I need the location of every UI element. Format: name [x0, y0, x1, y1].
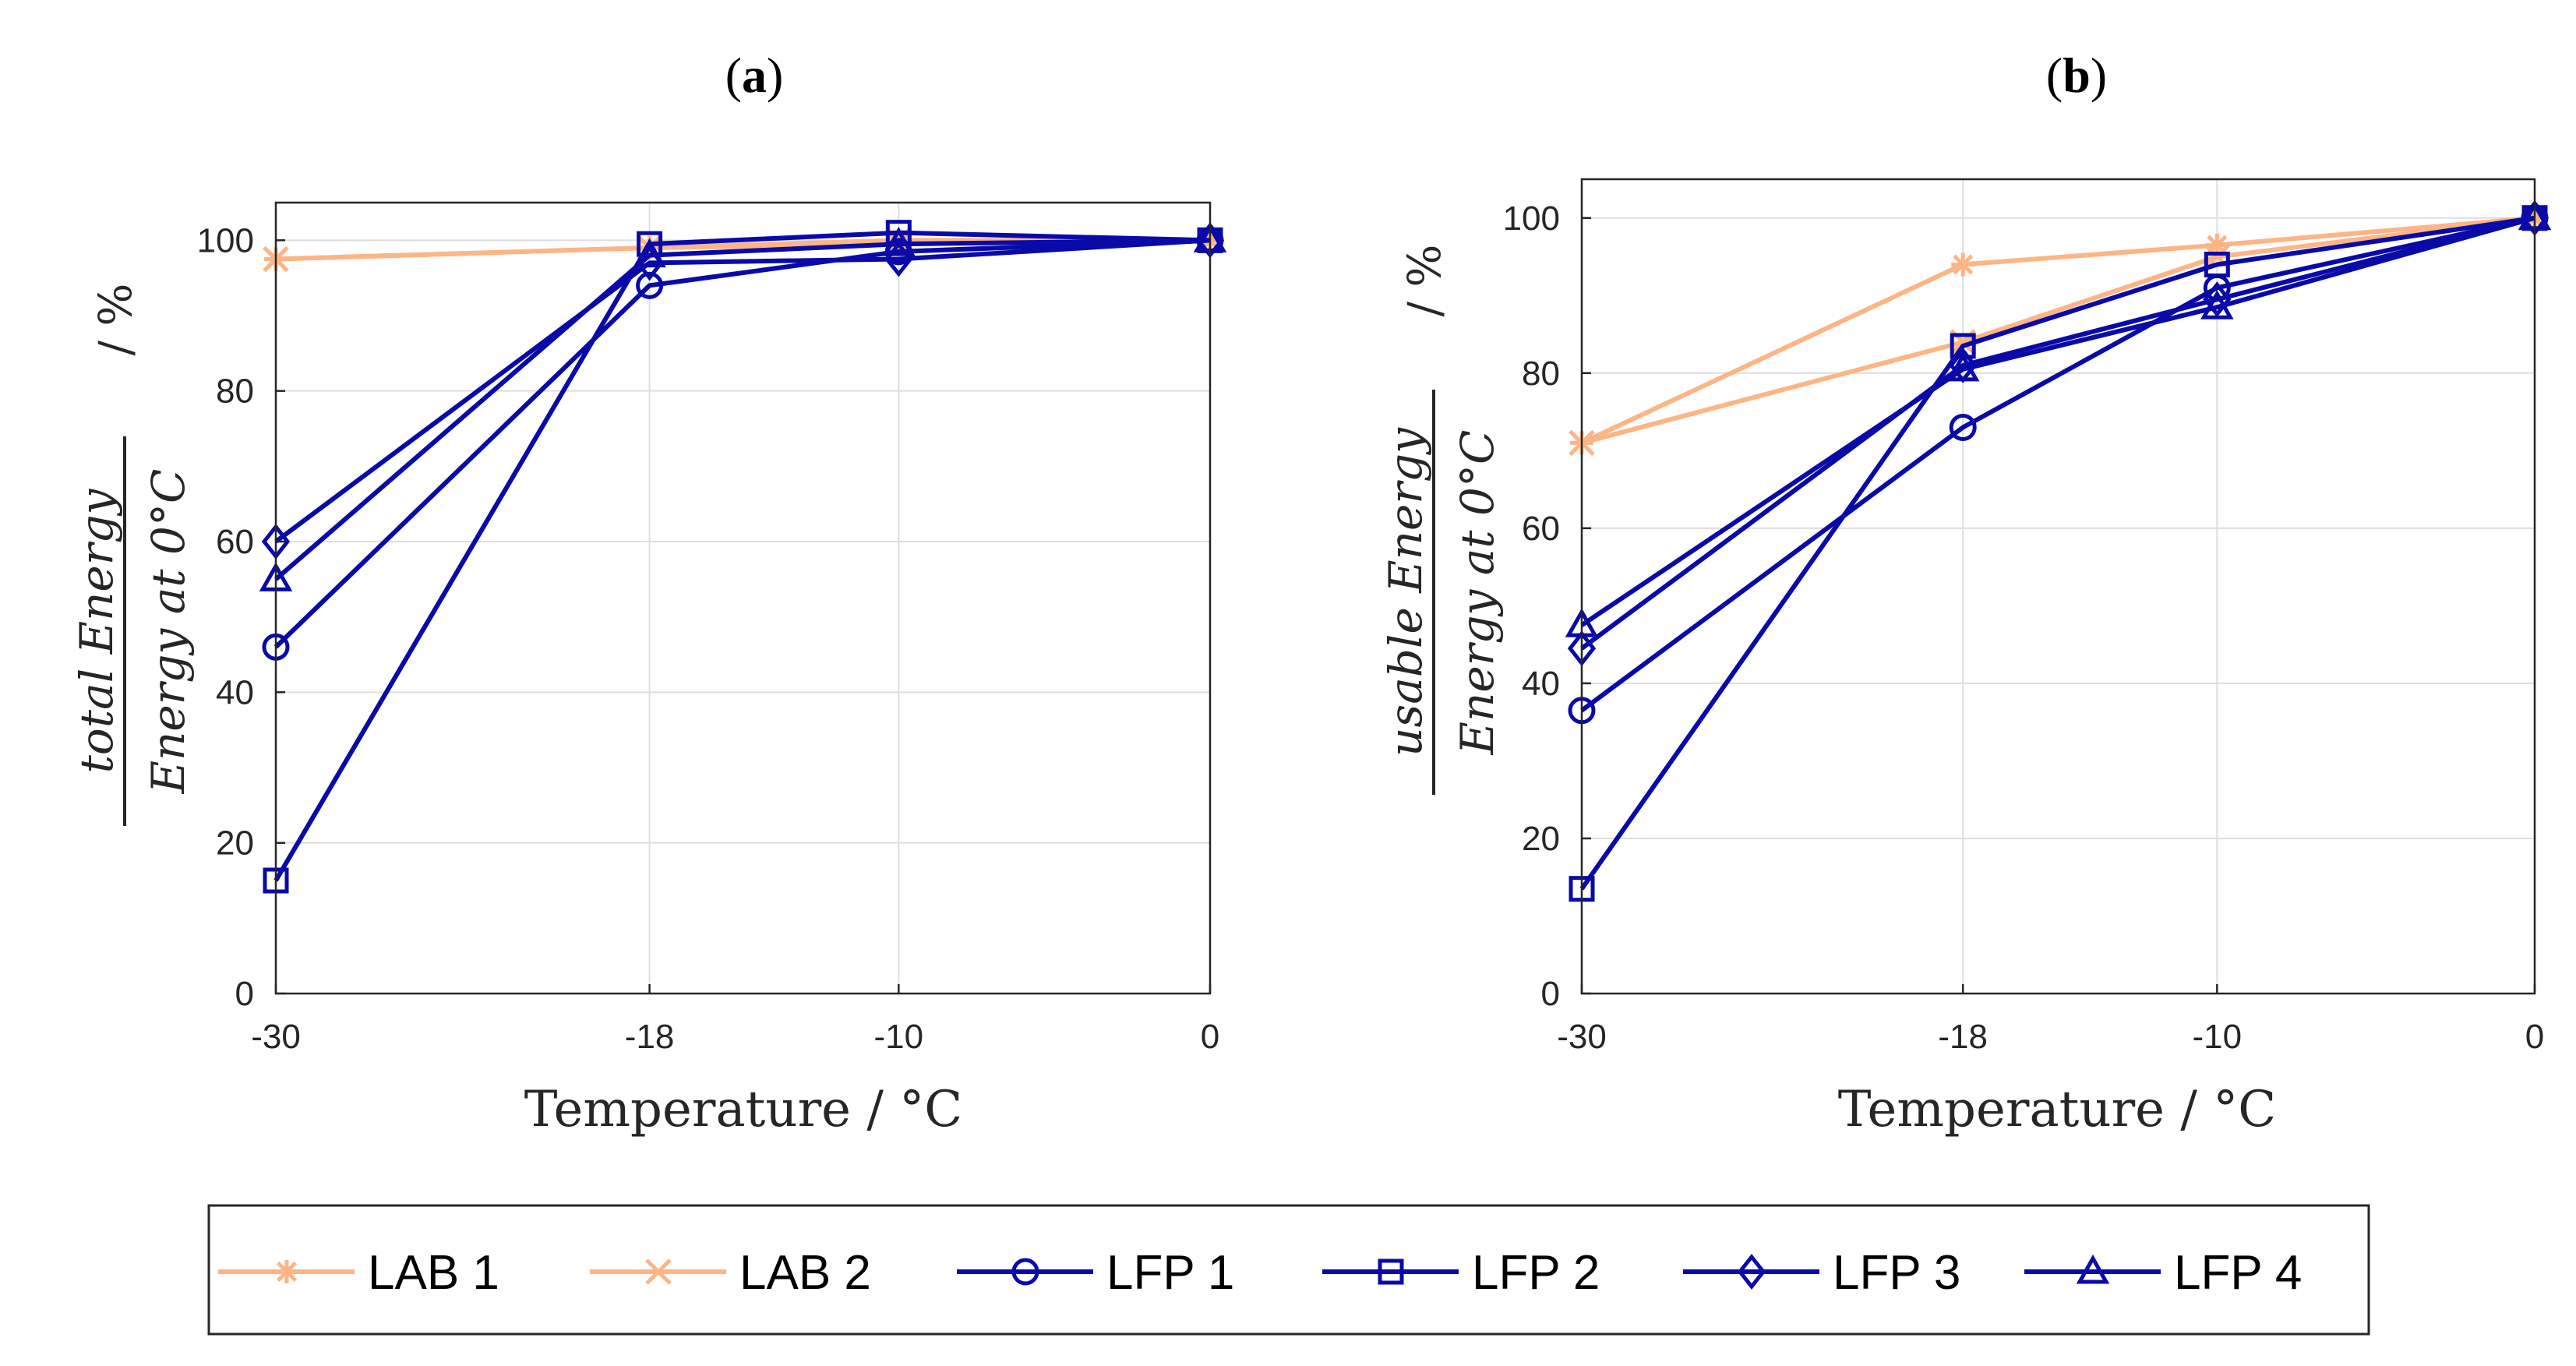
b-line-lab-2	[1581, 215, 2535, 446]
b-line-lab-1	[1580, 215, 2535, 446]
a-y-tick-label: 20	[216, 824, 254, 863]
panel-b-y-label-denominator: Energy at 0°C	[1451, 430, 1504, 756]
b-x-tick-label: -18	[1938, 1018, 1988, 1056]
b-y-tick-label: 20	[1522, 820, 1560, 858]
b-series-lfp-1	[1568, 204, 2549, 725]
b-point-lab-1	[1951, 252, 1975, 277]
panel-a-x-axis-label: Temperature / °C	[524, 1081, 963, 1138]
b-series-lfp-3	[1567, 199, 2550, 667]
a-y-tick-label: 80	[216, 372, 254, 411]
b-y-tick-label: 0	[1541, 975, 1560, 1013]
b-line-lfp-3	[1580, 215, 2535, 651]
panel-b-chart: (b) -30 -18 -10 0 0 20 40 60 80 100 Temperature /…	[1379, 48, 2552, 1138]
legend-item-lfp-4: LFP 4	[2024, 1246, 2302, 1300]
panel-a-plot-area	[274, 201, 1212, 995]
legend-box	[207, 1204, 2370, 1336]
a-line-lfp-3	[274, 238, 1211, 544]
a-series-lfp-2	[263, 220, 1223, 894]
a-point-lfp-1	[636, 271, 664, 299]
a-line-lfp-1	[273, 238, 1211, 649]
legend-label-lab-2: LAB 2	[739, 1246, 871, 1300]
b-series-lfp-4	[1565, 200, 2552, 637]
a-y-tick-label: 100	[197, 221, 254, 259]
b-point-lfp-2	[2204, 251, 2230, 277]
b-point-lfp-4	[1946, 351, 1980, 382]
panel-b-label: (b)	[2046, 48, 2107, 103]
a-line-lfp-2	[273, 230, 1211, 882]
b-y-tick-label: 100	[1503, 199, 1560, 238]
legend-label-lfp-1: LFP 1	[1106, 1246, 1234, 1300]
legend-marker-lab-1	[275, 1260, 298, 1283]
b-line-lfp-2	[1579, 215, 2535, 891]
legend: LAB 1 LAB 2 LFP 1 LFP 2 LFP 3 LFP 4	[207, 1204, 2370, 1336]
panel-a-y-label-unit: / %	[89, 283, 142, 355]
legend-marker-lfp-3	[1737, 1253, 1766, 1290]
b-point-lfp-4	[2200, 290, 2234, 319]
legend-marker-lab-2	[645, 1258, 672, 1285]
panel-b-y-label-unit: / %	[1398, 244, 1451, 316]
legend-label-lfp-3: LFP 3	[1833, 1246, 1960, 1300]
a-series-lfp-4	[259, 223, 1227, 591]
b-x-tick-label: -10	[2193, 1018, 2243, 1056]
b-point-lfp-1	[1949, 413, 1977, 441]
b-series-lab-1	[1570, 206, 2546, 455]
a-x-tick-label: 0	[1201, 1018, 1219, 1056]
legend-marker-lfp-4	[2076, 1254, 2110, 1284]
b-series-lab-2	[1569, 204, 2548, 457]
legend-item-lab-1: LAB 1	[218, 1246, 499, 1300]
a-x-tick-label: -30	[251, 1018, 301, 1056]
b-point-lab-1	[2205, 233, 2229, 257]
panel-a-chart: (a) -30 -18 -10 0 0 20 40 60 80 100 Temperature /…	[70, 48, 1227, 1138]
legend-item-lfp-3: LFP 3	[1683, 1246, 1960, 1300]
a-y-tick-label: 60	[216, 523, 254, 561]
panel-b-x-axis-label: Temperature / °C	[1838, 1081, 2277, 1138]
panel-a-y-axis-label: total Energy Energy at 0°C / %	[70, 283, 195, 826]
b-x-tick-label: -30	[1557, 1018, 1607, 1056]
panel-a-label: (a)	[725, 48, 784, 103]
panel-a-y-label-denominator: Energy at 0°C	[142, 469, 195, 795]
a-x-tick-label: -18	[625, 1018, 675, 1056]
legend-label-lfp-4: LFP 4	[2174, 1246, 2302, 1300]
legend-item-lfp-1: LFP 1	[957, 1246, 1234, 1300]
a-x-tick-label: -10	[874, 1018, 924, 1056]
a-y-tick-label: 0	[235, 975, 254, 1013]
b-line-lfp-1	[1580, 215, 2535, 713]
a-point-lfp-4	[633, 238, 666, 268]
panel-b-y-axis-label: usable Energy Energy at 0°C / %	[1379, 244, 1504, 795]
b-y-tick-label: 40	[1522, 665, 1560, 703]
b-point-lfp-3	[2203, 281, 2232, 318]
legend-item-lab-2: LAB 2	[590, 1246, 871, 1300]
legend-marker-lfp-2	[1378, 1258, 1404, 1285]
legend-label-lab-1: LAB 1	[368, 1246, 499, 1300]
legend-label-lfp-2: LFP 2	[1472, 1246, 1600, 1300]
b-y-tick-label: 60	[1522, 510, 1560, 548]
b-y-tick-label: 80	[1522, 355, 1560, 393]
panel-b-y-label-numerator: usable Energy	[1379, 427, 1432, 757]
a-line-lfp-4	[274, 238, 1211, 581]
b-line-lfp-4	[1580, 215, 2535, 627]
legend-item-lfp-2: LFP 2	[1322, 1246, 1600, 1300]
panel-b-plot-area	[1580, 178, 2536, 995]
b-x-tick-label: 0	[2525, 1018, 2544, 1056]
legend-marker-lfp-1	[1011, 1258, 1039, 1286]
panel-a-y-label-numerator: total Energy	[70, 488, 123, 773]
a-point-lfp-4	[882, 227, 916, 256]
a-y-tick-label: 40	[216, 673, 254, 711]
